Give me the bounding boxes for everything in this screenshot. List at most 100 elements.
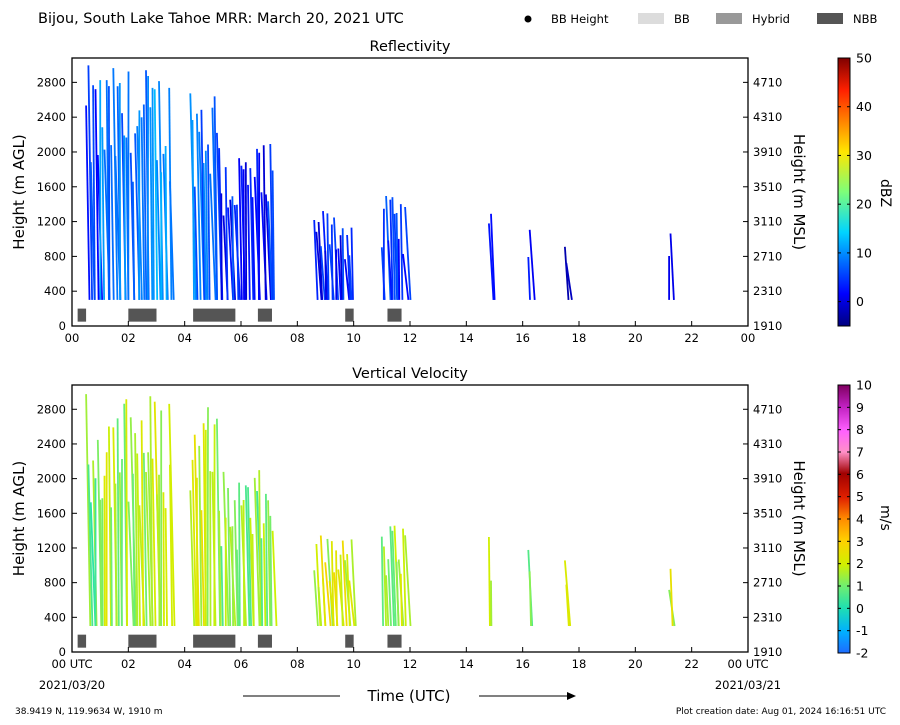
bright-band-indicator: [77, 634, 87, 648]
precip-streak: [528, 229, 536, 300]
precip-streak: [339, 235, 343, 300]
x-axis-label: Time (UTC): [367, 687, 451, 705]
precip-streak: [236, 549, 240, 627]
colorbar-tick-label: 6: [856, 467, 864, 482]
precip-streak: [402, 528, 407, 627]
precip-streak: [528, 571, 532, 627]
precip-streak: [337, 248, 342, 300]
precip-streak: [242, 499, 245, 627]
x-tick-label: 06: [234, 657, 249, 671]
precip-streak: [324, 562, 332, 627]
precip-streak: [251, 197, 256, 300]
bright-band-indicator: [128, 634, 157, 648]
panel-title: Reflectivity: [370, 39, 451, 55]
x-tick-label: 00 UTC: [727, 657, 768, 671]
precip-streak: [258, 470, 262, 627]
x-tick-label: 10: [346, 331, 361, 345]
precip-segment: [85, 394, 103, 627]
precip-segment: [189, 93, 224, 300]
colorbar-tick-label: 20: [856, 197, 872, 212]
precip-streak: [200, 109, 206, 300]
precip-streak: [389, 526, 395, 627]
precip-streak: [669, 233, 675, 300]
precip-streak: [191, 119, 195, 300]
precip-streak: [271, 170, 275, 300]
bright-band-indicator: [128, 308, 157, 322]
precip-streak: [110, 507, 113, 627]
y-right-tick-label: 3910: [753, 145, 782, 159]
precip-streak: [313, 570, 319, 627]
precip-streak: [346, 234, 351, 300]
precip-streak: [322, 578, 327, 627]
precip-streak: [151, 87, 155, 300]
colorbar-tick-label: 50: [856, 51, 872, 66]
y-right-tick-label: 1910: [753, 319, 782, 333]
precip-streak: [404, 535, 412, 627]
precip-streak: [262, 523, 267, 627]
header-legend: BB Height BB Hybrid NBB: [524, 12, 877, 26]
precip-streak: [156, 160, 162, 300]
precip-segment: [168, 87, 175, 300]
y-tick-label: 2000: [37, 145, 66, 159]
y-tick-label: 800: [44, 576, 66, 590]
precip-streak: [231, 526, 234, 627]
precip-streak: [114, 483, 118, 627]
y-right-tick-label: 2710: [753, 576, 782, 590]
bright-band-indicator: [387, 634, 402, 648]
precip-streak: [112, 68, 119, 300]
bright-band-indicator: [387, 308, 402, 322]
precip-streak: [142, 452, 148, 627]
precip-segment: [380, 525, 412, 627]
x-tick-label: 16: [515, 331, 530, 345]
colorbar-tick-label: 5: [856, 489, 864, 504]
y-right-tick-label: 1910: [753, 645, 782, 659]
x-tick-label: 08: [290, 657, 305, 671]
x-tick-label: 16: [515, 657, 530, 671]
precip-streak: [142, 104, 148, 300]
precip-streak: [189, 490, 196, 627]
location-note: 38.9419 N, 119.9634 W, 1910 m: [15, 707, 163, 717]
precip-streak: [387, 559, 392, 627]
precip-streak: [330, 224, 334, 300]
x-tick-label: 06: [234, 331, 249, 345]
y-tick-label: 2800: [37, 75, 66, 89]
precip-streak: [87, 464, 94, 627]
y-tick-label: 0: [59, 645, 66, 659]
x-tick-label: 12: [403, 657, 418, 671]
precip-streak: [169, 181, 175, 300]
colorbar-tick-label: 0: [856, 294, 864, 309]
precip-field: [85, 65, 675, 301]
precip-segment: [220, 470, 278, 627]
precip-streak: [251, 533, 255, 627]
precip-streak: [149, 396, 154, 627]
precip-streak: [140, 420, 145, 627]
x-tick-label: 14: [459, 331, 474, 345]
precip-streak: [198, 445, 203, 627]
precip-streak: [89, 502, 97, 627]
y-right-tick-label: 2310: [753, 610, 782, 624]
precip-streak: [326, 213, 330, 300]
reflectivity-colorbar-label: dBZ: [877, 179, 893, 207]
precip-segment: [99, 396, 168, 627]
colorbar-tick-label: 40: [856, 99, 872, 114]
precip-streak: [136, 453, 141, 627]
colorbar-tick-label: 3: [856, 534, 864, 549]
y-right-axis-label: Height (m MSL): [790, 460, 808, 576]
colorbar-tick-label: -2: [856, 646, 868, 661]
x-tick-label: 22: [684, 331, 699, 345]
precip-streak: [380, 536, 384, 627]
precip-streak: [317, 587, 323, 627]
precip-segment: [564, 560, 572, 627]
precip-streak: [383, 546, 387, 627]
precip-streak: [149, 107, 154, 300]
y-right-tick-label: 4310: [753, 110, 782, 124]
precip-streak: [271, 530, 278, 627]
reflectivity-colorbar-gradient: [837, 57, 851, 327]
x-tick-label: 04: [177, 657, 192, 671]
precip-streak: [391, 197, 396, 300]
x-tick-label: 10: [346, 657, 361, 671]
y-tick-label: 2800: [37, 402, 66, 416]
precip-streak: [335, 550, 338, 627]
y-tick-label: 800: [44, 249, 66, 263]
x-tick-label: 18: [572, 657, 587, 671]
